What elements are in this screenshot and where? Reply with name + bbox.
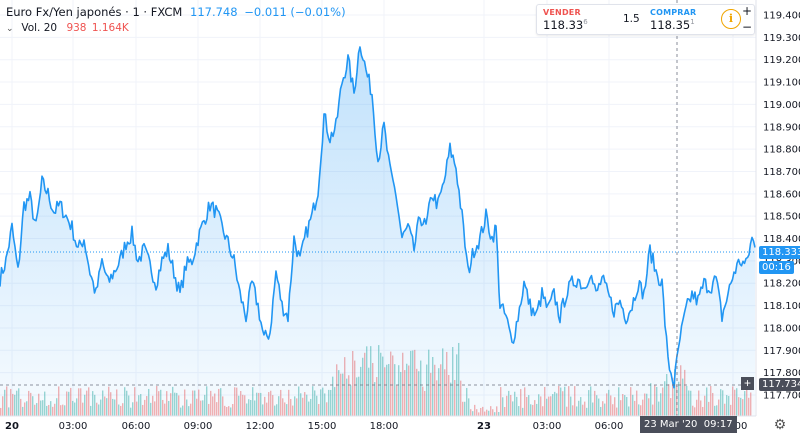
volume-legend: ⌄ Vol. 20 938 1.164K xyxy=(6,22,129,34)
sell-price: 118.336 xyxy=(543,18,588,32)
crosshair-price-tag: 117.734 xyxy=(759,378,800,391)
price-tick-label: 118.500 xyxy=(763,212,800,223)
volume-ma: 1.164K xyxy=(91,22,129,34)
symbol-name[interactable]: Euro Fx/Yen japonés xyxy=(6,5,122,19)
add-alert-icon[interactable]: + xyxy=(741,377,754,390)
bar-countdown-tag: 00:16 xyxy=(759,261,794,274)
price-tick-label: 117.800 xyxy=(763,368,800,379)
sell-label: VENDER xyxy=(543,8,581,17)
settings-gear-icon[interactable]: ⚙ xyxy=(773,416,787,432)
volume-label[interactable]: Vol. 20 xyxy=(21,22,58,34)
price-change: −0.011 (−0.01%) xyxy=(244,5,346,19)
price-line xyxy=(0,46,756,389)
price-tick-label: 118.800 xyxy=(763,145,800,156)
chevron-down-icon[interactable]: ⌄ xyxy=(6,24,14,34)
time-tick-label: 20 xyxy=(5,421,19,432)
price-tick-label: 119.100 xyxy=(763,78,800,89)
price-tick-label: 118.000 xyxy=(763,323,800,334)
sell-button[interactable]: VENDER 118.336 xyxy=(538,6,610,33)
price-tick-label: 119.400 xyxy=(763,11,800,22)
symbol-legend: Euro Fx/Yen japonés · 1 · FXCM 117.748 −… xyxy=(6,5,346,19)
price-tick-label: 117.900 xyxy=(763,346,800,357)
interval-label[interactable]: 1 xyxy=(132,5,140,19)
price-tick-label: 118.700 xyxy=(763,167,800,178)
time-tick-label: 06:00 xyxy=(122,421,151,432)
price-area xyxy=(0,47,755,416)
info-icon[interactable]: i xyxy=(721,9,741,29)
time-tick-label: 03:00 xyxy=(533,421,562,432)
price-tick-label: 118.400 xyxy=(763,234,800,245)
price-tick-label: 119.200 xyxy=(763,55,800,66)
time-tick-label: 18:00 xyxy=(370,421,399,432)
time-tick-label: 03:00 xyxy=(59,421,88,432)
price-tick-label: 119.000 xyxy=(763,100,800,111)
time-tick-label: 15:00 xyxy=(308,421,337,432)
time-tick-label: 12:00 xyxy=(246,421,275,432)
spread-value: 1.5 xyxy=(623,13,640,25)
current-price-tag: 118.333 xyxy=(759,246,800,259)
time-tick-label: 09:00 xyxy=(184,421,213,432)
price-tick-label: 117.700 xyxy=(763,391,800,402)
price-tick-label: 118.900 xyxy=(763,122,800,133)
zoom-out-icon[interactable]: − xyxy=(741,20,753,34)
zoom-in-icon[interactable]: + xyxy=(741,4,753,18)
volume-value: 938 xyxy=(66,22,87,34)
time-axis[interactable]: 20 03:00 06:00 09:00 12:00 15:00 18:00 23 03:00 0… xyxy=(5,421,747,432)
price-tick-label: 119.300 xyxy=(763,33,800,44)
price-tick-label: 118.600 xyxy=(763,189,800,200)
source-label: FXCM xyxy=(150,5,183,19)
price-axis[interactable]: 119.400 119.300 119.200 119.100 119.000 118.9… xyxy=(763,11,800,402)
time-tick-label: 23 xyxy=(477,421,491,432)
crosshair-date-tag: 23 Mar '20 09:17 xyxy=(640,416,737,433)
buy-price: 118.351 xyxy=(650,18,695,32)
last-price: 117.748 xyxy=(190,5,238,19)
time-tick-label: 06:00 xyxy=(595,421,624,432)
price-tick-label: 118.100 xyxy=(763,301,800,312)
buy-button[interactable]: COMPRAR 118.351 xyxy=(645,6,715,33)
price-tick-label: 118.200 xyxy=(763,279,800,290)
buy-label: COMPRAR xyxy=(650,8,697,17)
trade-panel: VENDER 118.336 1.5 COMPRAR 118.351 i xyxy=(536,4,755,35)
